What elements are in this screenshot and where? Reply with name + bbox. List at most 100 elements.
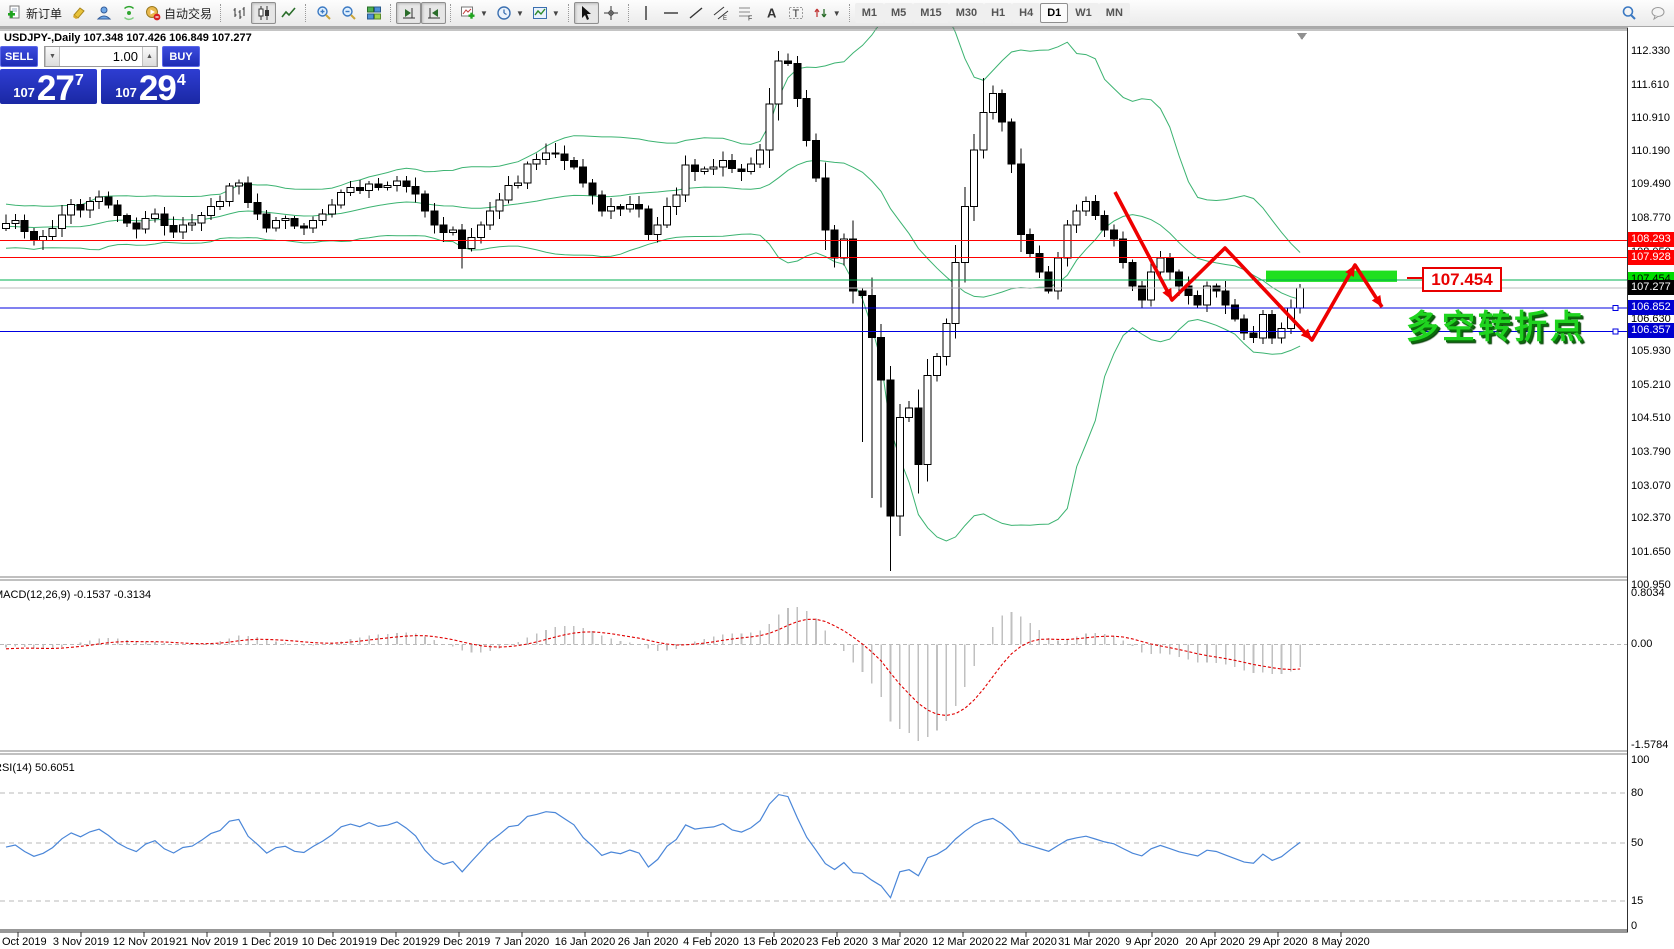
cursor-button[interactable]: [573, 2, 599, 24]
macd-indicator-label: MACD(12,26,9) -0.1537 -0.3134: [0, 589, 152, 601]
svg-text:T: T: [793, 8, 800, 20]
fibonacci-button[interactable]: F: [734, 2, 759, 24]
new-order-button[interactable]: 新订单: [3, 2, 66, 24]
text-icon: A: [763, 5, 779, 21]
toolbar-group: 新订单 自动交易: [3, 0, 216, 26]
date-label: 1 Dec 2019: [241, 936, 299, 948]
axis-tick-label: 108.770: [1631, 212, 1671, 224]
caret-down-icon: ▼: [49, 53, 56, 60]
tiles-icon: [366, 5, 382, 21]
candles-icon: [256, 5, 272, 21]
timeframe-h1[interactable]: H1: [984, 3, 1013, 23]
text-button[interactable]: A: [759, 2, 784, 24]
timeframe-h4[interactable]: H4: [1012, 3, 1041, 23]
price-axis[interactable]: 112.330 111.610 110.910 110.190 109.490 108.7…: [1628, 27, 1674, 933]
tile-windows-button[interactable]: [361, 2, 386, 24]
date-label: 13 Feb 2020: [743, 936, 805, 948]
crosshair-button[interactable]: [599, 2, 624, 24]
axis-tick-label: 101.650: [1631, 546, 1671, 558]
indicators-button[interactable]: ▼: [456, 2, 492, 24]
svg-text:E: E: [723, 16, 727, 21]
search-button[interactable]: [1616, 2, 1641, 24]
zoom-out-button[interactable]: [336, 2, 361, 24]
date-label: Oct 2019: [2, 936, 47, 948]
timeframe-m30[interactable]: M30: [948, 3, 985, 23]
volume-increase-button[interactable]: ▲: [142, 47, 157, 66]
dropdown-caret-icon: ▼: [480, 8, 488, 18]
profile-button[interactable]: [91, 2, 116, 24]
auto-scroll-button[interactable]: [421, 2, 447, 24]
signals-button[interactable]: [116, 2, 141, 24]
axis-tick-label: 103.790: [1631, 446, 1671, 458]
hline-icon: [663, 5, 679, 21]
buy-button[interactable]: BUY: [162, 46, 200, 67]
zigzag-arrows[interactable]: [1113, 191, 1384, 342]
date-label: 23 Feb 2020: [806, 936, 868, 948]
timeframe-m15[interactable]: M15: [913, 3, 949, 23]
buy-price-panel[interactable]: 107 29 4: [101, 69, 200, 106]
time-axis[interactable]: Oct 2019 3 Nov 2019 12 Nov 2019 21 Nov 2019…: [0, 935, 1674, 949]
arrows-button[interactable]: ▼: [809, 2, 845, 24]
price-flag-label[interactable]: 107.454: [1422, 267, 1502, 292]
price-badge: 108.293: [1628, 232, 1674, 247]
axis-tick-label: 15: [1631, 895, 1644, 907]
macd-signal-line: [5, 618, 1301, 717]
chart-canvas[interactable]: [0, 27, 1674, 949]
axis-tick-label: 50: [1631, 837, 1644, 849]
toolbar-group: [311, 0, 386, 26]
volume-decrease-button[interactable]: ▼: [45, 47, 60, 66]
date-label: 31 Mar 2020: [1058, 936, 1120, 948]
new-order-icon: [7, 5, 23, 21]
horizontal-line-button[interactable]: [659, 2, 684, 24]
axis-tick-label: 100.950: [1631, 579, 1671, 591]
price-badge: 106.852: [1628, 300, 1674, 315]
date-label: 3 Nov 2019: [52, 936, 110, 948]
eraser-button[interactable]: [66, 2, 91, 24]
price-flag-connector: [1407, 277, 1422, 279]
buy-pip: 4: [176, 72, 186, 89]
sell-button[interactable]: SELL: [0, 46, 38, 67]
vline-icon: [638, 5, 654, 21]
bar-chart-button[interactable]: [226, 2, 251, 24]
label-button[interactable]: T: [784, 2, 809, 24]
template-icon: [532, 5, 548, 21]
candlestick-button[interactable]: [251, 2, 277, 24]
volume-input[interactable]: [60, 47, 142, 66]
periods-button[interactable]: ▼: [492, 2, 528, 24]
turning-point-annotation[interactable]: 多空转折点: [1406, 308, 1586, 345]
auto-scroll-icon: [426, 5, 442, 21]
timeframe-w1[interactable]: W1: [1068, 3, 1099, 23]
chart-window[interactable]: USDJPY-,Daily 107.348 107.426 106.849 10…: [0, 27, 1674, 949]
horizontal-lines[interactable]: [0, 240, 1627, 335]
channel-button[interactable]: E: [709, 2, 734, 24]
axis-tick-label: 111.610: [1631, 79, 1670, 91]
line-chart-button[interactable]: [276, 2, 301, 24]
caret-up-icon: ▲: [146, 53, 153, 60]
date-label: 22 Mar 2020: [995, 936, 1057, 948]
autotrading-button[interactable]: 自动交易: [141, 2, 216, 24]
zoom-in-button[interactable]: [311, 2, 336, 24]
timeframe-m5[interactable]: M5: [884, 3, 914, 23]
date-label: 26 Jan 2020: [617, 936, 679, 948]
one-click-trading-panel: SELL ▼ ▲ BUY 107 27 7 107 29 4: [0, 46, 200, 106]
clock-icon: [496, 5, 512, 21]
timeframe-d1[interactable]: D1: [1040, 3, 1069, 23]
timeframe-m1[interactable]: M1: [854, 3, 884, 23]
sell-pip: 7: [74, 72, 84, 89]
axis-tick-label: 103.070: [1631, 480, 1671, 492]
date-label: 19 Dec 2019: [364, 936, 428, 948]
timeframe-mn[interactable]: MN: [1098, 3, 1130, 23]
chat-button[interactable]: [1645, 2, 1670, 24]
trendline-button[interactable]: [684, 2, 709, 24]
axis-tick-label: 104.510: [1631, 412, 1671, 424]
label-icon: T: [788, 5, 804, 21]
shift-end-button[interactable]: [396, 2, 422, 24]
templates-button[interactable]: ▼: [528, 2, 564, 24]
axis-tick-label: 112.330: [1631, 45, 1670, 57]
axis-tick-label: 106.630: [1631, 313, 1671, 325]
price-badge: 107.277: [1628, 280, 1674, 295]
sell-price-panel[interactable]: 107 27 7: [0, 69, 97, 106]
vertical-line-button[interactable]: [634, 2, 659, 24]
green-zone-rect[interactable]: [1266, 270, 1397, 282]
channel-icon: E: [713, 5, 729, 21]
